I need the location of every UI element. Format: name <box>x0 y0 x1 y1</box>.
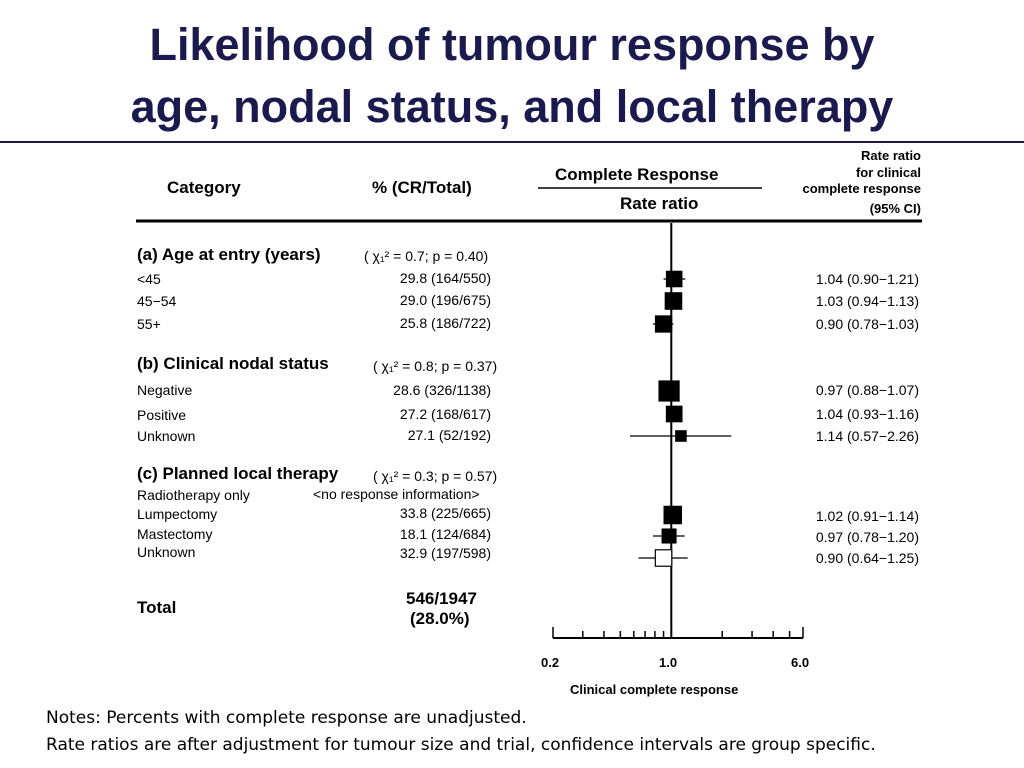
row-ci: 0.97 (0.88−1.07) <box>815 382 919 398</box>
row-label: Unknown <box>137 544 196 560</box>
estimate-marker <box>654 315 673 333</box>
estimate-marker <box>664 292 683 310</box>
row-ci: 1.03 (0.94−1.13) <box>815 293 919 309</box>
row-label: 45−54 <box>137 293 177 309</box>
title-line-1: Likelihood of tumour response by <box>149 19 875 70</box>
row-ci: 0.97 (0.78−1.20) <box>815 529 919 545</box>
group-therapy-chi: ( χ₁² = 0.3; p = 0.57) <box>373 468 498 484</box>
row-ci: 1.04 (0.90−1.21) <box>815 271 919 287</box>
row-pct: 27.2 (168/617) <box>399 406 491 422</box>
x-tick-label: 0.2 <box>541 655 560 670</box>
row-pct: 33.8 (225/665) <box>399 505 491 521</box>
row-label: Lumpectomy <box>137 506 218 522</box>
note-line-1: Notes: Percents with complete response a… <box>46 708 527 728</box>
group-age-chi: ( χ₁² = 0.7; p = 0.40) <box>364 248 489 264</box>
total-pct: (28.0%) <box>410 609 470 628</box>
row-label: Unknown <box>137 428 196 444</box>
row-label: Mastectomy <box>137 526 213 542</box>
x-tick-label: 6.0 <box>791 655 810 670</box>
header-complete-response: Complete Response <box>555 165 719 184</box>
note-line-2: Rate ratios are after adjustment for tum… <box>46 735 876 755</box>
title-divider <box>0 141 1024 143</box>
row-ci: 1.14 (0.57−2.26) <box>815 428 919 444</box>
header-right-3: complete response <box>802 181 922 196</box>
x-tick-label: 1.0 <box>659 655 678 670</box>
total-value: 546/1947 <box>406 589 477 608</box>
row-ci: 1.02 (0.91−1.14) <box>815 508 919 524</box>
row-label: Radiotherapy only <box>137 487 250 503</box>
header-right-1: Rate ratio <box>861 148 921 163</box>
header-right-2: for clinical <box>855 165 921 180</box>
header-category: Category <box>167 178 241 197</box>
row-label: <45 <box>137 271 161 287</box>
estimate-marker <box>665 405 683 423</box>
row-ci: 1.04 (0.93−1.16) <box>815 406 919 422</box>
group-therapy: (c) Planned local therapy <box>137 464 339 483</box>
header-right-4: (95% CI) <box>869 201 921 216</box>
total-label: Total <box>137 598 177 617</box>
estimate-marker <box>654 549 673 567</box>
row-label: Positive <box>137 407 187 423</box>
estimate-marker <box>675 430 687 442</box>
estimate-marker <box>663 505 683 525</box>
row-label: 55+ <box>137 316 161 332</box>
group-nodal-chi: ( χ₁² = 0.8; p = 0.37) <box>373 358 498 374</box>
row-pct: 25.8 (186/722) <box>399 315 491 331</box>
estimate-marker <box>665 270 683 288</box>
row-pct: 29.0 (196/675) <box>399 292 491 308</box>
estimate-marker <box>658 380 680 402</box>
group-age: (a) Age at entry (years) <box>137 245 321 264</box>
row-pct: 32.9 (197/598) <box>399 545 491 561</box>
row-pct: 18.1 (124/684) <box>399 526 491 542</box>
row-pct: <no response information> <box>313 486 480 502</box>
row-pct: 27.1 (52/192) <box>407 427 491 443</box>
row-pct: 29.8 (164/550) <box>399 270 491 286</box>
title-line-2: age, nodal status, and local therapy <box>130 81 894 132</box>
header-pct: % (CR/Total) <box>372 178 472 197</box>
row-label: Negative <box>137 382 193 398</box>
row-ci: 0.90 (0.78−1.03) <box>815 316 919 332</box>
group-nodal: (b) Clinical nodal status <box>137 354 329 373</box>
estimate-marker <box>661 528 677 544</box>
row-pct: 28.6 (326/1138) <box>393 382 491 398</box>
x-axis-label: Clinical complete response <box>570 682 739 697</box>
row-ci: 0.90 (0.64−1.25) <box>815 550 919 566</box>
header-rate-ratio: Rate ratio <box>620 194 699 213</box>
page-title: Likelihood of tumour response by age, no… <box>0 14 1024 138</box>
